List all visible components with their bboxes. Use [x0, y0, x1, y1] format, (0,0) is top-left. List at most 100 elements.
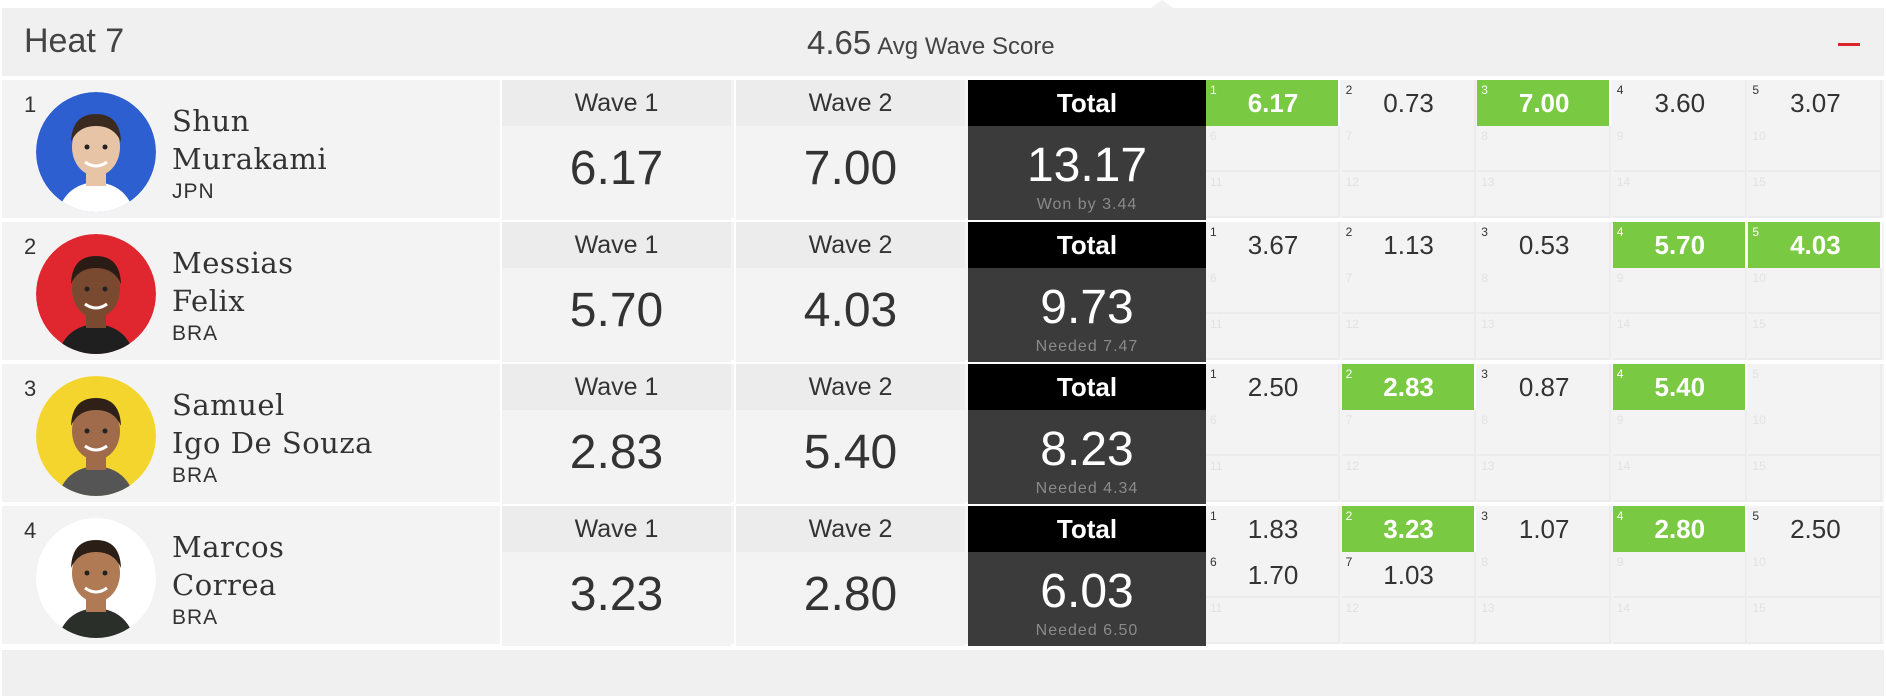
athlete-first-name: Marcos	[172, 530, 285, 564]
wave-number: 15	[1752, 601, 1766, 615]
wave-score-cell: 13	[1477, 456, 1612, 502]
collapse-button[interactable]	[1838, 43, 1860, 46]
wave-1-header: Wave 1	[502, 364, 731, 410]
wave-number: 2	[1345, 367, 1353, 381]
athlete-photo-icon	[36, 234, 156, 354]
wave-1-column: Wave 1 3.23	[500, 506, 731, 646]
wave-score-cell[interactable]: 3 7.00	[1477, 80, 1612, 126]
wave-number: 13	[1481, 317, 1495, 331]
wave-number: 10	[1752, 413, 1766, 427]
athlete-row[interactable]: 1 Shun Murakami JPN Wave 1 6.17 Wave 2	[2, 80, 1884, 220]
wave-score-value: 2.50	[1790, 514, 1841, 544]
wave-score-cell[interactable]: 4 5.40	[1612, 364, 1747, 410]
wave-1-header: Wave 1	[502, 506, 731, 552]
wave-score-cell[interactable]: 4 2.80	[1612, 506, 1747, 552]
athlete-place: 2	[24, 234, 37, 259]
wave-number: 10	[1752, 555, 1766, 569]
wave-score-value: 2.80	[1654, 514, 1706, 544]
athlete-name[interactable]: Shun Murakami JPN	[172, 102, 327, 204]
wave-score-value: 7.00	[1518, 88, 1570, 118]
wave-number: 7	[1345, 413, 1353, 427]
wave-score-cell[interactable]: 6 1.70	[1206, 552, 1340, 598]
wave-score-cell: 13	[1477, 314, 1612, 360]
wave-number: 14	[1616, 601, 1631, 615]
wave-score-cell[interactable]: 2 3.23	[1341, 506, 1476, 552]
athlete-last-name: Igo De Souza	[172, 426, 373, 460]
wave-number: 12	[1345, 459, 1359, 473]
wave-score-cell[interactable]: 1 6.17	[1206, 80, 1340, 126]
wave-number: 11	[1210, 317, 1223, 331]
wave-2-column: Wave 2 4.03	[734, 222, 965, 362]
athlete-country: JPN	[172, 180, 215, 203]
athlete-row[interactable]: 3 Samuel Igo De Souza BRA Wave 1 2.83 Wa…	[2, 364, 1884, 504]
athlete-avatar[interactable]	[36, 234, 156, 354]
wave-score-cell: 14	[1612, 598, 1747, 644]
wave-number: 4	[1616, 225, 1624, 239]
wave-number: 2	[1345, 225, 1353, 239]
wave-score-cell: 10	[1748, 410, 1883, 456]
wave-score-cell[interactable]: 2 1.13	[1342, 222, 1476, 268]
wave-score-value: 0.53	[1518, 230, 1570, 260]
athlete-row[interactable]: 2 Messias Felix BRA Wave 1 5.70 Wave 2	[2, 222, 1884, 362]
wave-score-cell[interactable]: 2 0.73	[1342, 80, 1476, 126]
wave-score-cell[interactable]: 3 0.87	[1477, 364, 1612, 410]
athlete-photo-icon	[36, 518, 156, 638]
athlete-avatar[interactable]	[36, 518, 156, 638]
athlete-name[interactable]: Marcos Correa BRA	[172, 528, 284, 630]
wave-number: 5	[1752, 509, 1760, 523]
wave-score-cell[interactable]: 3 1.07	[1477, 506, 1612, 552]
wave-number: 8	[1481, 555, 1488, 569]
wave-score-cell[interactable]: 1 3.67	[1206, 222, 1340, 268]
athlete-avatar[interactable]	[36, 376, 156, 496]
athlete-place: 3	[24, 376, 37, 401]
wave-score-cell: 14	[1612, 172, 1747, 218]
total-column: Total 6.03 Needed 6.50	[968, 506, 1206, 646]
wave-number: 3	[1481, 367, 1488, 381]
wave-score-cell: 8	[1477, 268, 1612, 314]
athlete-avatar[interactable]	[36, 92, 156, 212]
wave-score-cell[interactable]: 5 4.03	[1748, 222, 1883, 268]
wave-score-cell: 9	[1612, 552, 1747, 598]
athlete-photo-icon	[36, 92, 156, 212]
wave-number: 6	[1210, 129, 1217, 143]
wave-score-cell[interactable]: 1 2.50	[1206, 364, 1340, 410]
wave-score-cell[interactable]: 3 0.53	[1477, 222, 1612, 268]
wave-number: 3	[1481, 509, 1488, 523]
wave-score-cell: 11	[1206, 172, 1340, 218]
athlete-row[interactable]: 4 Marcos Correa BRA Wave 1 3.23 Wave 2	[2, 506, 1884, 646]
wave-score-cell: 13	[1477, 172, 1612, 218]
total-score: 8.23	[1040, 423, 1134, 476]
wave-score-cell[interactable]: 1 1.83	[1206, 506, 1340, 552]
total-column: Total 9.73 Needed 7.47	[968, 222, 1206, 362]
wave-number: 12	[1345, 601, 1359, 615]
wave-score-cell[interactable]: 5 2.50	[1748, 506, 1883, 552]
wave-2-column: Wave 2 2.80	[734, 506, 965, 646]
total-score: 13.17	[1026, 139, 1148, 192]
total-header: Total	[968, 364, 1206, 410]
wave-score-value: 5.70	[1654, 230, 1706, 260]
wave-score-cell[interactable]: 7 1.03	[1341, 552, 1476, 598]
wave-score-value: 1.03	[1383, 560, 1434, 590]
wave-score-cell[interactable]: 2 2.83	[1341, 364, 1476, 410]
wave-score-value: 0.87	[1518, 372, 1570, 402]
wave-number: 10	[1752, 271, 1766, 285]
wave-number: 4	[1616, 83, 1624, 97]
wave-score-cell: 5	[1748, 364, 1883, 410]
wave-score-cell[interactable]: 4 5.70	[1612, 222, 1747, 268]
wave-score-cell[interactable]: 4 3.60	[1613, 80, 1747, 126]
wave-number: 15	[1752, 317, 1766, 331]
wave-score-value: 3.23	[1383, 514, 1434, 544]
wave-score-cell[interactable]: 5 3.07	[1748, 80, 1883, 126]
athlete-name[interactable]: Samuel Igo De Souza BRA	[172, 386, 373, 488]
wave-number: 4	[1616, 367, 1624, 381]
wave-1-score: 6.17	[569, 142, 664, 195]
total-score: 9.73	[1040, 281, 1134, 334]
wave-number: 3	[1481, 83, 1488, 97]
wave-number: 12	[1345, 175, 1359, 189]
athlete-name[interactable]: Messias Felix BRA	[172, 244, 294, 346]
wave-number: 15	[1752, 175, 1766, 189]
wave-score-cell: 8	[1477, 552, 1612, 598]
total-column: Total 8.23 Needed 4.34	[968, 364, 1206, 504]
wave-score-cell: 6	[1206, 126, 1340, 172]
wave-number: 9	[1616, 555, 1624, 569]
